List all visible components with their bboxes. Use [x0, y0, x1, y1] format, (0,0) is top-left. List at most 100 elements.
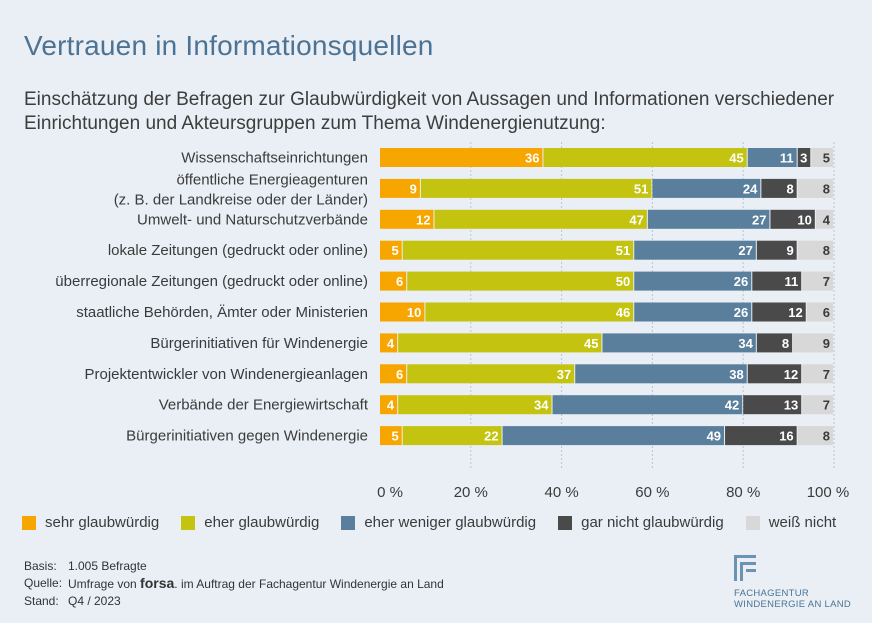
data-label-eher-4: 50	[616, 274, 630, 289]
x-tick-label-4: 80 %	[726, 484, 760, 501]
data-label-garnicht-7: 12	[784, 367, 798, 382]
bar-garnicht-1	[761, 178, 797, 198]
data-label-weissnicht-0: 5	[823, 151, 830, 166]
bar-eher-2	[434, 209, 647, 229]
bar-eher-3	[402, 240, 634, 260]
data-label-eher-6: 45	[584, 336, 598, 351]
data-label-garnicht-5: 12	[788, 305, 802, 320]
data-label-sehr-9: 5	[391, 429, 398, 444]
bar-sehr-7	[380, 364, 407, 384]
legend-label-sehr: sehr glaubwürdig	[45, 514, 160, 531]
logo-line-2: WINDENERGIE AN LAND	[734, 599, 852, 610]
bar-sehr-1	[380, 178, 420, 198]
quelle-suffix: . im Auftrag der Fachagentur Windenergie…	[174, 577, 444, 591]
legend-item-garnicht: gar nicht glaubwürdig	[558, 514, 724, 531]
bar-sehr-8	[380, 395, 398, 415]
category-label-2: Umwelt- und Naturschutzverbände	[137, 211, 368, 228]
legend-label-weissnicht: weiß nicht	[768, 514, 837, 531]
bar-sehr-3	[380, 240, 402, 260]
data-label-weniger-3: 27	[738, 243, 752, 258]
bar-garnicht-0	[797, 148, 811, 167]
bar-weniger-1	[652, 178, 761, 198]
bar-sehr-2	[380, 209, 434, 229]
data-label-sehr-5: 10	[407, 305, 421, 320]
quelle-label: Quelle:	[24, 576, 63, 590]
bar-weissnicht-1	[797, 178, 833, 198]
data-label-weissnicht-1: 8	[823, 181, 830, 196]
stacked-bar-chart: Wissenschaftseinrichtungen 3 6 4 5 1 1 3 5 öffent…	[55, 142, 849, 501]
legend-label-weniger: eher weniger glaubwürdig	[364, 514, 537, 531]
data-label-weissnicht-9: 8	[823, 429, 830, 444]
stand-value: Q4 / 2023	[68, 594, 121, 608]
data-label-weniger-1: 24	[743, 181, 758, 196]
bar-sehr-0	[380, 148, 543, 167]
data-label-garnicht-1: 8	[786, 181, 793, 196]
legend-item-weissnicht: weiß nicht	[745, 514, 837, 531]
fachagentur-logo-icon	[734, 555, 756, 581]
bar-weniger-6	[602, 333, 756, 353]
legend-swatch-eher	[181, 515, 196, 530]
category-label-9: Bürgerinitiativen gegen Windenergie	[126, 428, 368, 445]
data-label-weniger-0: 11	[780, 151, 794, 166]
bar-weniger-5	[634, 302, 752, 322]
page-title: Vertrauen in Informationsquellen	[24, 30, 434, 61]
legend-label-eher: eher glaubwürdig	[204, 514, 320, 531]
bar-weniger-8	[552, 395, 743, 415]
bar-weniger-0	[747, 148, 797, 167]
data-label-weissnicht-4: 7	[823, 274, 830, 289]
bar-sehr-9	[380, 426, 402, 446]
category-label-1: öffentliche Energieagenturen (z. B. der L…	[114, 171, 368, 208]
bar-weissnicht-7	[802, 364, 833, 384]
data-label-sehr-2: 12	[416, 212, 430, 227]
data-label-eher-9: 22	[484, 429, 498, 444]
bar-weissnicht-8	[802, 395, 833, 415]
data-label-sehr-6: 4	[387, 336, 395, 351]
data-label-sehr-7: 6	[396, 367, 403, 382]
data-label-eher-2: 47	[629, 212, 643, 227]
bar-eher-5	[425, 302, 634, 322]
bar-garnicht-5	[752, 302, 806, 322]
data-label-garnicht-9: 16	[779, 429, 793, 444]
bar-garnicht-6	[756, 333, 793, 353]
data-label-garnicht-0: 3	[800, 151, 807, 166]
bar-garnicht-3	[756, 240, 797, 260]
bar-garnicht-8	[743, 395, 802, 415]
category-label-3: lokale Zeitungen (gedruckt oder online)	[108, 242, 368, 259]
data-label-weissnicht-3: 8	[823, 243, 830, 258]
bar-eher-0	[543, 148, 747, 167]
bar-eher-4	[407, 271, 634, 291]
legend-label-garnicht: gar nicht glaubwürdig	[581, 514, 724, 531]
basis-label: Basis:	[24, 559, 57, 573]
logo-line-1: FACHAGENTUR	[734, 588, 810, 599]
bar-weniger-3	[634, 240, 756, 260]
data-label-garnicht-2: 10	[797, 212, 811, 227]
fachagentur-logo: FACHAGENTUR WINDENERGIE AN LAND	[734, 555, 864, 610]
bar-weniger-4	[634, 271, 752, 291]
data-label-garnicht-4: 11	[784, 274, 798, 289]
category-label-4: überregionale Zeitungen (gedruckt oder o…	[55, 273, 368, 290]
bar-eher-6	[398, 333, 602, 353]
data-label-sehr-1: 9	[410, 181, 417, 196]
bar-weissnicht-0	[811, 148, 833, 167]
data-label-sehr-3: 5	[391, 243, 398, 258]
data-label-eher-1: 51	[634, 181, 648, 196]
data-label-weniger-6: 34	[738, 336, 753, 351]
category-label-5: staatliche Behörden, Ämter oder Minister…	[76, 304, 368, 321]
data-label-weniger-7: 38	[729, 367, 743, 382]
bar-garnicht-4	[752, 271, 802, 291]
data-label-weniger-9: 49	[707, 429, 721, 444]
bar-weissnicht-5	[806, 302, 833, 322]
data-label-sehr-8: 4	[387, 398, 395, 413]
bar-garnicht-9	[725, 426, 797, 446]
bar-garnicht-2	[770, 209, 815, 229]
legend-item-sehr: sehr glaubwürdig	[22, 514, 159, 531]
basis-value: 1.005 Befragte	[68, 559, 147, 573]
bar-eher-8	[398, 395, 552, 415]
footer-notes: Basis: 1.005 Befragte Quelle: Umfrage vo…	[24, 558, 444, 610]
legend-item-eher: eher glaubwürdig	[181, 514, 319, 531]
data-label-sehr-4: 6	[396, 274, 403, 289]
data-label-garnicht-8: 13	[784, 398, 798, 413]
category-label-0: Wissenschaftseinrichtungen	[181, 150, 368, 167]
bar-weniger-9	[502, 426, 725, 446]
data-label-weissnicht-5: 6	[823, 305, 830, 320]
